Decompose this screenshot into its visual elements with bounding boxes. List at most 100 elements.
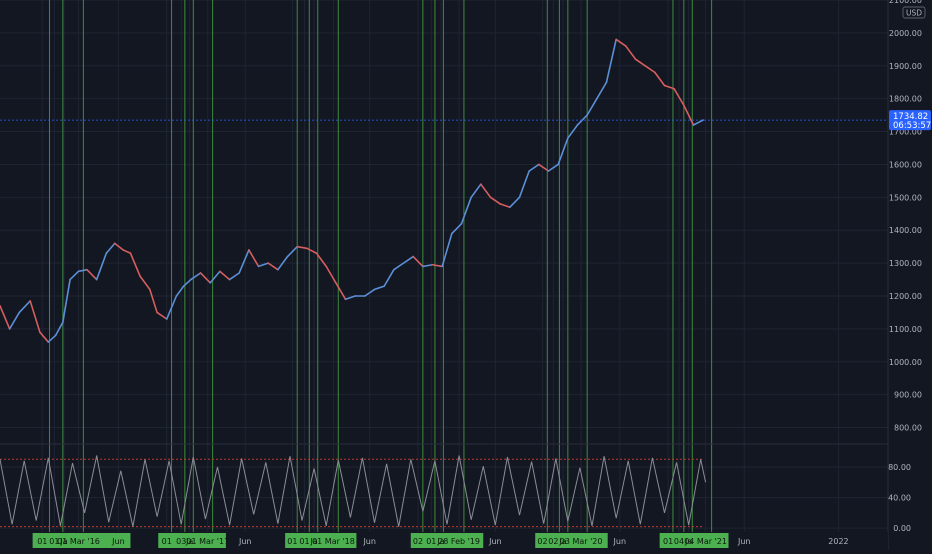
price-segment bbox=[296, 245, 308, 250]
price-segment bbox=[175, 285, 185, 297]
price-axis[interactable]: 2100.00 2000.00 1900.00 1800.00 1700.00 1600.… bbox=[889, 0, 922, 433]
oscillator-axis[interactable]: 80.00 40.00 0.00 bbox=[888, 463, 911, 533]
price-segment bbox=[199, 272, 212, 284]
time-tick-label: 01 Mar '16 bbox=[57, 537, 100, 546]
price-tick-label: 1100.00 bbox=[889, 325, 922, 334]
event-label-box bbox=[285, 533, 357, 548]
time-tick-label: 04 Mar '21 bbox=[684, 537, 727, 546]
price-segment bbox=[209, 270, 221, 284]
price-tick-label: 1400.00 bbox=[889, 226, 922, 235]
currency-label: USD bbox=[906, 9, 922, 18]
price-segment bbox=[673, 88, 685, 107]
price-segment bbox=[139, 275, 151, 291]
price-segment bbox=[663, 84, 675, 90]
price-segment bbox=[325, 265, 337, 284]
bar-countdown: 06:53:57 bbox=[893, 121, 931, 131]
price-segment bbox=[29, 300, 41, 333]
price-segment bbox=[373, 285, 385, 291]
price-segment bbox=[499, 203, 511, 208]
price-segment bbox=[257, 262, 270, 268]
time-tick-label: 2022 bbox=[828, 537, 848, 546]
price-segment bbox=[238, 249, 250, 274]
price-segment bbox=[47, 334, 57, 343]
price-segment bbox=[69, 270, 80, 281]
time-tick-label: 03 Mar '20 bbox=[560, 537, 603, 546]
event-label-box bbox=[410, 533, 484, 548]
price-segment bbox=[460, 196, 472, 225]
oscillator-line bbox=[0, 455, 707, 527]
price-segment bbox=[480, 183, 492, 199]
price-segment bbox=[182, 278, 192, 287]
time-tick-label: 02 bbox=[548, 537, 558, 546]
time-tick-label: Ja bbox=[436, 537, 444, 546]
time-tick-label: Jun bbox=[613, 537, 627, 546]
event-label-box bbox=[158, 533, 226, 548]
time-tick-label: 01 bbox=[663, 537, 673, 546]
price-segment bbox=[644, 64, 656, 74]
time-tick-label: 04 bbox=[674, 537, 684, 546]
price-segment bbox=[165, 295, 178, 320]
price-segment bbox=[105, 242, 116, 255]
oscillator-series bbox=[0, 455, 707, 528]
price-segment bbox=[286, 245, 299, 258]
price-segment bbox=[95, 252, 108, 281]
price-tick-label: 900.00 bbox=[894, 391, 922, 400]
event-line-layer bbox=[49, 0, 713, 532]
last-price-value: 1734.82 bbox=[893, 112, 928, 122]
price-segment bbox=[113, 242, 125, 251]
price-segment bbox=[0, 305, 11, 330]
time-tick-label: Ja bbox=[309, 537, 317, 546]
time-tick-label: Ja bbox=[59, 537, 67, 546]
price-segment bbox=[54, 321, 64, 337]
price-segment bbox=[683, 104, 695, 126]
price-segment bbox=[277, 255, 289, 271]
price-segment bbox=[219, 270, 231, 281]
time-tick-label: Jun bbox=[488, 537, 502, 546]
time-tick-label: Ja bbox=[558, 537, 566, 546]
price-segment bbox=[528, 163, 540, 172]
time-tick-label: 01 Mar '18 bbox=[312, 537, 355, 546]
last-price-tag-background bbox=[889, 110, 931, 131]
time-tick-label: 03 bbox=[176, 537, 186, 546]
price-segment bbox=[489, 196, 501, 205]
time-tick-label: Ja bbox=[684, 537, 692, 546]
event-label-box bbox=[535, 533, 608, 548]
time-tick-label: 01 bbox=[49, 537, 59, 546]
price-segment bbox=[538, 163, 550, 172]
currency-badge-frame bbox=[902, 6, 926, 19]
price-segment bbox=[557, 137, 569, 166]
price-segment bbox=[615, 38, 627, 47]
time-tick-label: 01 bbox=[299, 537, 309, 546]
price-segment bbox=[625, 45, 637, 61]
price-tick-label: 800.00 bbox=[894, 424, 922, 433]
price-tick-label: 1700.00 bbox=[889, 128, 922, 137]
price-segment bbox=[605, 38, 617, 84]
price-segment bbox=[228, 272, 241, 281]
price-segment bbox=[586, 97, 598, 116]
price-segment bbox=[39, 331, 50, 343]
price-segment bbox=[654, 71, 666, 87]
price-tick-label: 1000.00 bbox=[889, 358, 922, 367]
price-series bbox=[0, 38, 888, 343]
price-segment bbox=[509, 196, 521, 208]
time-tick-label: 01 bbox=[426, 537, 436, 546]
price-segment bbox=[129, 252, 141, 278]
price-segment bbox=[335, 282, 347, 301]
time-tick-label: 01 Mar '17 bbox=[186, 537, 229, 546]
time-tick-label: Jun bbox=[737, 537, 751, 546]
price-segment bbox=[567, 124, 579, 139]
time-tick-label: 01 bbox=[37, 537, 47, 546]
price-segment bbox=[422, 263, 434, 268]
price-segment bbox=[86, 268, 98, 281]
event-label-box bbox=[32, 533, 131, 548]
price-segment bbox=[122, 249, 132, 255]
price-segment bbox=[441, 232, 453, 268]
time-tick-label: 02 bbox=[413, 537, 423, 546]
price-tick-label: 1500.00 bbox=[889, 193, 922, 202]
price-segment bbox=[692, 119, 704, 126]
currency-badge[interactable]: USD bbox=[902, 6, 926, 19]
price-tick-label: 1800.00 bbox=[889, 95, 922, 104]
